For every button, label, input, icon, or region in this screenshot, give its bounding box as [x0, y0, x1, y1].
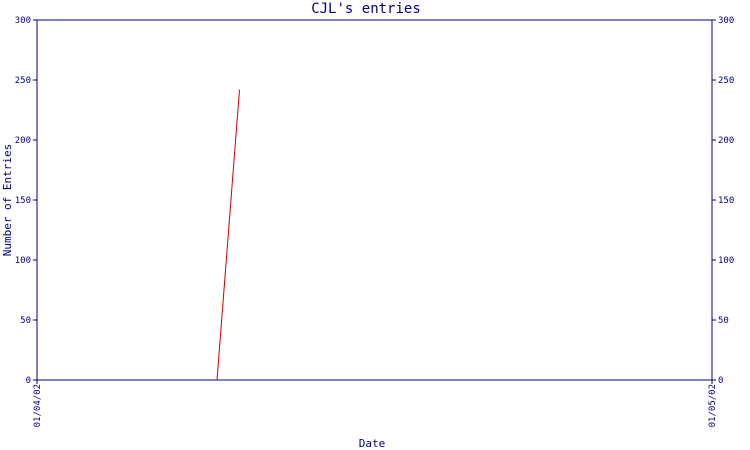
plot-area [36, 19, 713, 381]
series-group [216, 89, 240, 381]
y-tick-label-right: 250 [718, 76, 734, 86]
x-tick-label: 01/04/02 [33, 384, 43, 427]
series-line [216, 89, 240, 381]
y-tick-label-right: 100 [718, 256, 734, 266]
y-tick-label-right: 300 [718, 16, 734, 26]
y-tick-label-right: 150 [718, 196, 734, 206]
y-tick-label-left: 300 [15, 16, 31, 26]
y-tick-label-left: 50 [20, 316, 31, 326]
x-axis: 01/04/02 01/05/02 [33, 380, 718, 427]
y-tick-label-left: 0 [26, 376, 31, 386]
chart-title: CJL's entries [311, 1, 421, 17]
y-tick-label-left: 250 [15, 76, 31, 86]
y-tick-label-left: 100 [15, 256, 31, 266]
x-tick-label: 01/05/02 [708, 384, 718, 427]
y-axis-left: 0 50 100 150 200 250 300 [15, 16, 37, 386]
y-tick-label-left: 200 [15, 136, 31, 146]
y-axis-label: Number of Entries [1, 144, 14, 257]
y-tick-label-right: 200 [718, 136, 734, 146]
y-axis-right: 0 50 100 150 200 250 300 [712, 16, 734, 386]
y-tick-label-left: 150 [15, 196, 31, 206]
y-tick-label-right: 0 [718, 376, 723, 386]
x-axis-label: Date [359, 437, 386, 450]
y-tick-label-right: 50 [718, 316, 729, 326]
